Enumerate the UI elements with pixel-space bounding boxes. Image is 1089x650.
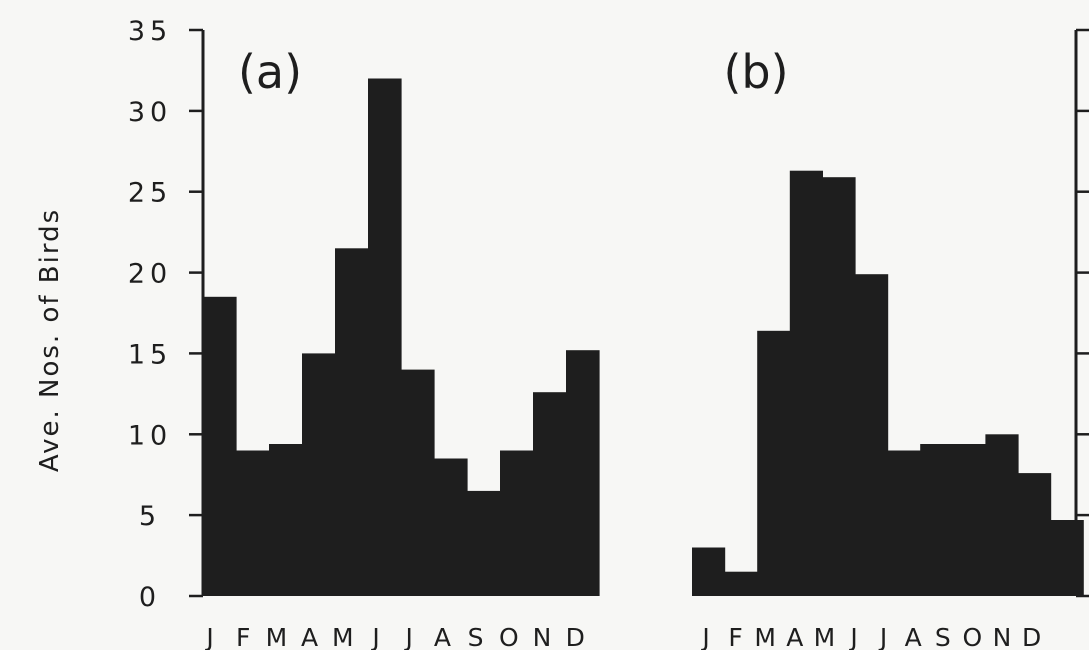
x-tick-label-a-5: M — [332, 623, 354, 650]
bar-b-4 — [789, 170, 823, 596]
x-tick-label-a-9: S — [468, 623, 484, 650]
x-tick-label-b-7: J — [878, 623, 887, 650]
bar-b-5 — [822, 177, 856, 596]
bar-b-8 — [920, 444, 954, 596]
bar-a-11 — [533, 392, 567, 596]
y-tick-label-25: 25 — [128, 178, 172, 209]
bar-b-9 — [952, 444, 986, 596]
x-tick-label-b-12: D — [1022, 623, 1041, 650]
bar-b-7 — [887, 450, 921, 596]
bar-a-5 — [335, 248, 369, 597]
x-tick-label-b-2: F — [728, 623, 742, 650]
y-tick-label-30: 30 — [128, 97, 172, 128]
y-tick-label-20: 20 — [128, 259, 172, 290]
bar-b-11 — [1018, 473, 1052, 596]
bar-b-12 — [1050, 520, 1084, 596]
x-tick-label-b-4: A — [786, 623, 803, 650]
y-tick-label-10: 10 — [128, 420, 172, 451]
bar-a-6 — [368, 78, 402, 596]
x-tick-label-a-8: A — [434, 623, 451, 650]
bar-a-7 — [401, 369, 435, 596]
y-tick-label-15: 15 — [128, 339, 172, 370]
x-tick-label-b-9: S — [935, 623, 951, 650]
y-tick-label-35: 35 — [128, 16, 172, 47]
x-tick-label-a-10: O — [499, 623, 519, 650]
x-tick-label-b-1: J — [700, 623, 709, 650]
bar-a-4 — [302, 353, 336, 596]
panel-label-a: (a) — [238, 45, 302, 99]
bar-a-8 — [434, 458, 468, 596]
x-tick-label-a-2: F — [236, 623, 250, 650]
bar-a-9 — [467, 490, 501, 596]
x-tick-label-a-1: J — [204, 623, 213, 650]
bar-a-2 — [236, 450, 270, 596]
x-tick-label-b-10: O — [963, 623, 983, 650]
x-tick-label-a-4: A — [301, 623, 318, 650]
y-tick-label-5: 5 — [139, 501, 161, 532]
x-tick-label-a-11: N — [533, 623, 552, 650]
x-tick-label-a-12: D — [566, 623, 585, 650]
bar-a-3 — [269, 444, 303, 596]
y-tick-label-0: 0 — [139, 582, 161, 613]
panel-label-b: (b) — [723, 45, 788, 99]
x-tick-label-a-6: J — [370, 623, 379, 650]
x-tick-label-b-5: M — [814, 623, 836, 650]
x-tick-label-a-3: M — [266, 623, 288, 650]
x-tick-label-b-8: A — [905, 623, 922, 650]
chart-panel-b: (b)J F M A M J J A S O N D — [692, 28, 1089, 650]
bar-a-12 — [566, 350, 600, 596]
bar-b-1 — [692, 547, 726, 596]
x-tick-label-b-6: J — [848, 623, 857, 650]
bar-b-2 — [724, 571, 758, 596]
bar-b-10 — [985, 434, 1019, 596]
y-axis-label: Ave. Nos. of Birds — [35, 208, 65, 472]
x-tick-label-b-11: N — [993, 623, 1012, 650]
bar-a-1 — [203, 296, 237, 596]
bar-b-6 — [855, 274, 889, 596]
x-tick-label-a-7: J — [404, 623, 413, 650]
bar-b-3 — [757, 330, 791, 596]
bar-a-10 — [500, 450, 534, 596]
x-tick-label-b-3: M — [754, 623, 776, 650]
